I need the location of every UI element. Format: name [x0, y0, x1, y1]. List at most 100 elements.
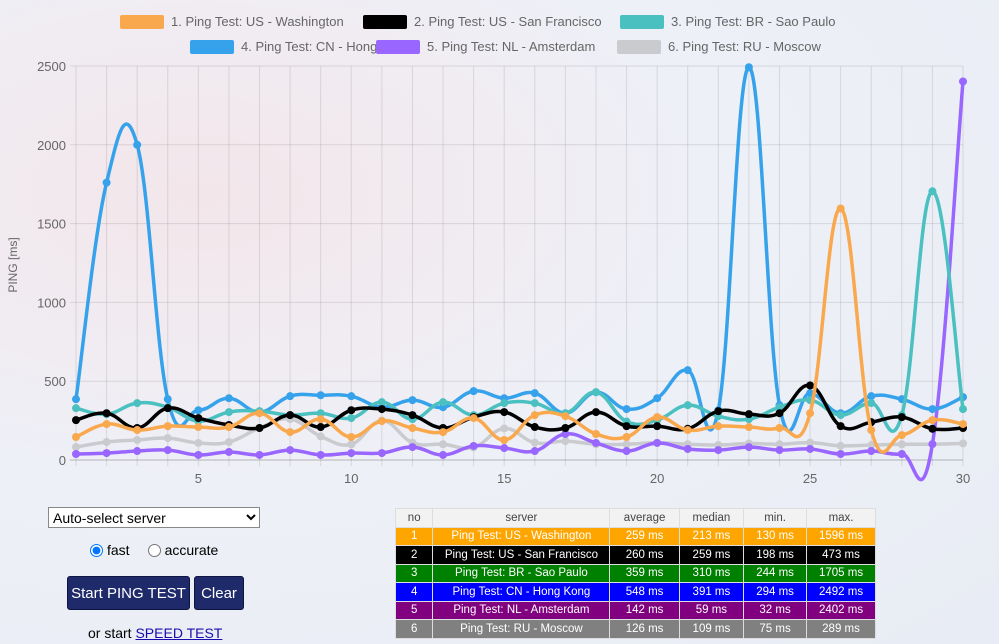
data-point[interactable]	[255, 450, 264, 459]
data-point[interactable]	[591, 438, 600, 447]
data-point[interactable]	[286, 446, 295, 455]
data-point[interactable]	[836, 450, 845, 459]
data-point[interactable]	[561, 429, 570, 438]
start-ping-test-button[interactable]: Start PING TEST	[67, 576, 190, 610]
data-point[interactable]	[316, 409, 325, 418]
data-point[interactable]	[714, 446, 723, 455]
data-point[interactable]	[377, 417, 386, 426]
data-point[interactable]	[530, 447, 539, 456]
data-point[interactable]	[653, 413, 662, 422]
data-point[interactable]	[867, 426, 876, 435]
data-point[interactable]	[775, 446, 784, 455]
data-point[interactable]	[683, 401, 692, 410]
data-point[interactable]	[683, 426, 692, 435]
data-point[interactable]	[867, 447, 876, 456]
data-point[interactable]	[959, 439, 967, 448]
data-point[interactable]	[500, 435, 509, 444]
data-point[interactable]	[897, 413, 906, 422]
data-point[interactable]	[255, 424, 264, 433]
data-point[interactable]	[133, 399, 142, 408]
data-point[interactable]	[836, 204, 845, 213]
data-point[interactable]	[836, 441, 845, 450]
data-point[interactable]	[622, 447, 631, 456]
data-point[interactable]	[133, 426, 142, 435]
data-point[interactable]	[224, 447, 233, 456]
data-point[interactable]	[102, 420, 111, 429]
data-point[interactable]	[928, 187, 937, 196]
data-point[interactable]	[316, 423, 325, 432]
data-point[interactable]	[347, 440, 356, 449]
data-point[interactable]	[194, 414, 203, 423]
legend-item[interactable]: 2. Ping Test: US - San Francisco	[363, 14, 602, 29]
data-point[interactable]	[928, 416, 937, 425]
data-point[interactable]	[530, 423, 539, 432]
data-point[interactable]	[163, 404, 172, 413]
data-point[interactable]	[286, 392, 295, 401]
data-point[interactable]	[591, 408, 600, 417]
data-point[interactable]	[561, 412, 570, 421]
data-point[interactable]	[286, 411, 295, 420]
data-point[interactable]	[102, 438, 111, 447]
data-point[interactable]	[439, 428, 448, 437]
speed-test-link[interactable]: SPEED TEST	[135, 625, 223, 641]
data-point[interactable]	[744, 63, 753, 72]
data-point[interactable]	[102, 449, 111, 458]
legend-item[interactable]: 1. Ping Test: US - Washington	[120, 14, 344, 29]
data-point[interactable]	[622, 422, 631, 431]
data-point[interactable]	[224, 408, 233, 417]
data-point[interactable]	[408, 443, 417, 452]
data-point[interactable]	[530, 399, 539, 408]
data-point[interactable]	[102, 409, 111, 418]
data-point[interactable]	[897, 431, 906, 440]
data-point[interactable]	[775, 424, 784, 433]
legend-item[interactable]: 5. Ping Test: NL - Amsterdam	[376, 39, 595, 54]
clear-button[interactable]: Clear	[194, 576, 244, 610]
legend-item[interactable]: 4. Ping Test: CN - Hong Kong	[190, 39, 411, 54]
data-point[interactable]	[867, 392, 876, 401]
legend-item[interactable]: 3. Ping Test: BR - Sao Paulo	[620, 14, 836, 29]
data-point[interactable]	[653, 394, 662, 403]
data-point[interactable]	[469, 441, 478, 450]
data-point[interactable]	[836, 411, 845, 420]
data-point[interactable]	[744, 410, 753, 419]
data-point[interactable]	[194, 406, 203, 415]
data-point[interactable]	[408, 396, 417, 405]
data-point[interactable]	[867, 441, 876, 450]
data-point[interactable]	[806, 409, 815, 418]
data-point[interactable]	[683, 444, 692, 453]
data-point[interactable]	[316, 432, 325, 441]
data-point[interactable]	[653, 438, 662, 447]
data-point[interactable]	[867, 399, 876, 408]
legend-item[interactable]: 6. Ping Test: RU - Moscow	[617, 39, 821, 54]
data-point[interactable]	[744, 423, 753, 432]
data-point[interactable]	[622, 405, 631, 414]
data-point[interactable]	[500, 444, 509, 453]
data-point[interactable]	[714, 422, 723, 431]
data-point[interactable]	[439, 450, 448, 459]
data-point[interactable]	[744, 443, 753, 452]
data-point[interactable]	[653, 422, 662, 431]
data-point[interactable]	[439, 398, 448, 407]
data-point[interactable]	[316, 450, 325, 459]
data-point[interactable]	[72, 416, 80, 425]
fast-radio[interactable]	[90, 543, 103, 557]
data-point[interactable]	[959, 77, 967, 86]
data-point[interactable]	[72, 432, 80, 441]
data-point[interactable]	[500, 424, 509, 433]
data-point[interactable]	[622, 440, 631, 449]
data-point[interactable]	[775, 409, 784, 418]
data-point[interactable]	[347, 432, 356, 441]
data-point[interactable]	[72, 450, 80, 459]
data-point[interactable]	[377, 398, 386, 407]
data-point[interactable]	[622, 432, 631, 441]
data-point[interactable]	[683, 366, 692, 375]
data-point[interactable]	[347, 414, 356, 423]
data-point[interactable]	[163, 395, 172, 404]
data-point[interactable]	[897, 440, 906, 449]
data-point[interactable]	[377, 449, 386, 458]
data-point[interactable]	[347, 449, 356, 458]
data-point[interactable]	[500, 399, 509, 408]
data-point[interactable]	[72, 395, 80, 404]
data-point[interactable]	[163, 422, 172, 431]
data-point[interactable]	[408, 424, 417, 433]
